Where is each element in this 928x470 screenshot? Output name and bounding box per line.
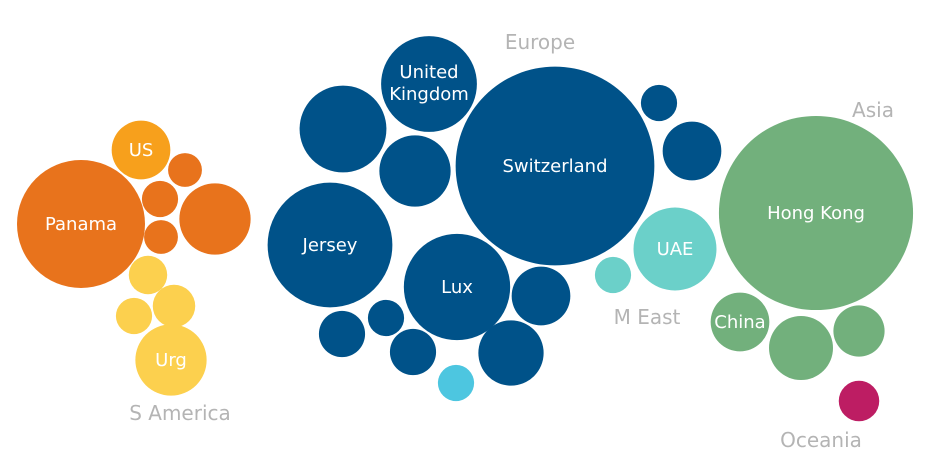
bubble-switzerland xyxy=(455,66,655,266)
bubble-s-america-2 xyxy=(179,183,251,255)
bubble-m-east-25 xyxy=(594,256,632,294)
bubble-hong-kong xyxy=(718,115,914,311)
bubble-europe-19 xyxy=(389,328,437,376)
bubble-oceania-30 xyxy=(838,380,880,422)
bubble-united-kingdom xyxy=(381,36,477,132)
bubble-europe-14 xyxy=(299,85,387,173)
bubble-label: Urg xyxy=(155,350,187,371)
region-label-oceania: Oceania xyxy=(780,428,862,452)
bubble-label: Jersey xyxy=(302,235,358,256)
bubble-asia-28 xyxy=(769,316,833,380)
region-label-m-east: M East xyxy=(614,305,681,329)
region-label-s-america: S America xyxy=(129,401,231,425)
bubble-europe-23 xyxy=(437,364,475,402)
bubble-europe-22 xyxy=(367,299,405,337)
bubble-europe-18 xyxy=(662,121,722,181)
bubble-s-america-8 xyxy=(152,284,196,328)
region-label-europe: Europe xyxy=(505,30,575,54)
bubble-us xyxy=(111,120,171,180)
bubble-s-america-5 xyxy=(144,220,178,254)
bubble-label: US xyxy=(129,140,154,161)
region-labels: S America Europe M East Asia Oceania xyxy=(129,30,894,452)
bubble-urg xyxy=(135,324,207,396)
bubbles-layer: Panama US Urg Switzerland Jersey Lux United Kin… xyxy=(17,36,914,422)
bubble-uae xyxy=(633,207,717,291)
bubble-label: Hong Kong xyxy=(767,203,865,224)
bubble-s-america-4 xyxy=(141,180,179,218)
bubble-asia-29 xyxy=(833,305,885,357)
bubble-panama xyxy=(17,160,145,288)
bubble-s-america-7 xyxy=(128,255,168,295)
bubble-china xyxy=(710,292,770,352)
bubble-label: UAE xyxy=(657,239,694,260)
bubble-lux xyxy=(403,233,511,341)
bubble-label: Panama xyxy=(45,214,117,235)
bubble-label: United Kingdom xyxy=(389,62,469,105)
bubble-label: China xyxy=(714,312,765,333)
bubble-europe-21 xyxy=(640,84,678,122)
bubble-europe-16 xyxy=(478,320,544,386)
bubble-europe-15 xyxy=(379,135,451,207)
region-label-asia: Asia xyxy=(852,98,894,122)
bubble-europe-17 xyxy=(511,266,571,326)
bubble-label: Lux xyxy=(441,277,473,298)
bubble-s-america-3 xyxy=(168,153,202,187)
bubble-s-america-9 xyxy=(115,297,153,335)
bubble-label: Switzerland xyxy=(503,156,608,177)
bubble-jersey xyxy=(267,182,393,308)
bubble-europe-20 xyxy=(318,310,366,358)
